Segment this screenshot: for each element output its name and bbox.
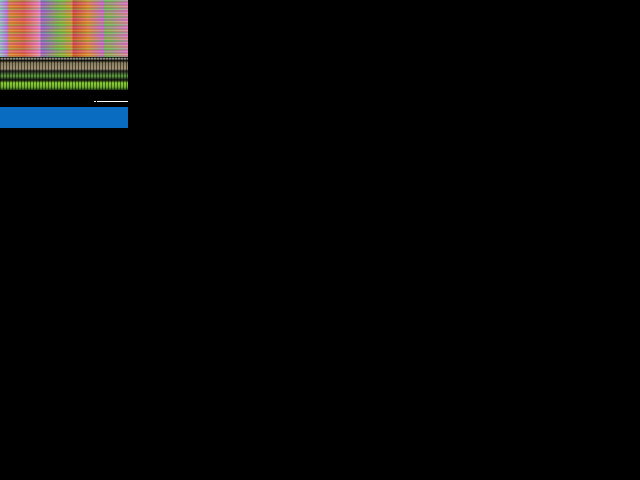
blue-bar — [0, 107, 128, 128]
glitch-color-overlay — [0, 0, 128, 57]
glitch-dot — [94, 101, 96, 102]
glitch-color-bands — [0, 0, 128, 57]
corrupted-display-region — [0, 0, 128, 128]
glitch-noise-rows — [0, 57, 128, 90]
glitch-line — [97, 101, 128, 102]
